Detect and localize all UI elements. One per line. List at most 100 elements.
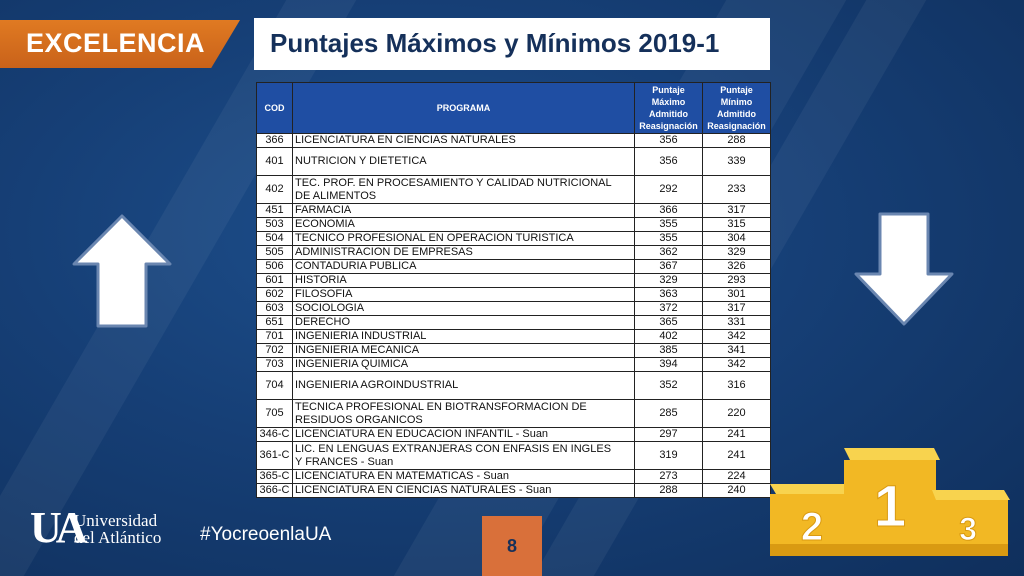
programa-line: LIC. EN LENGUAS EXTRANJERAS CON ENFASIS … <box>295 442 612 455</box>
programa-line: INGENIERIA AGROINDUSTRIAL <box>295 379 459 391</box>
cell-programa: TEC. PROF. EN PROCESAMIENTO Y CALIDAD NU… <box>292 175 635 204</box>
header-max-score: Puntaje Máximo Admitido Reasignación <box>634 82 703 134</box>
arrow-up-icon <box>72 214 172 328</box>
cell-programa: TECNICO PROFESIONAL EN OPERACION TURISTI… <box>292 231 635 246</box>
programa-line: LICENCIATURA EN EDUCACION INFANTIL - Sua… <box>295 428 549 440</box>
cell-min-score: 317 <box>702 203 771 218</box>
cell-min-score: 304 <box>702 231 771 246</box>
cell-programa: LICENCIATURA EN CIENCIAS NATURALES <box>292 133 635 148</box>
programa-line: CONTADURIA PUBLICA <box>295 260 417 272</box>
cell-cod: 504 <box>256 231 293 246</box>
cell-max-score: 273 <box>634 469 703 484</box>
cell-cod: 365-C <box>256 469 293 484</box>
table-row: 503 ECONOMIA 355 315 <box>256 217 771 232</box>
cell-cod: 651 <box>256 315 293 330</box>
cell-cod: 402 <box>256 175 293 204</box>
cell-cod: 361-C <box>256 441 293 470</box>
programa-line: FILOSOFIA <box>295 288 353 300</box>
logo-text: Universidad del Atlántico <box>74 511 162 547</box>
table-row: 366-C LICENCIATURA EN CIENCIAS NATURALES … <box>256 483 771 498</box>
logo-mark: UA <box>30 503 88 552</box>
table-row: 366 LICENCIATURA EN CIENCIAS NATURALES 356… <box>256 133 771 148</box>
cell-cod: 603 <box>256 301 293 316</box>
programa-line: TECNICO PROFESIONAL EN OPERACION TURISTI… <box>295 232 574 244</box>
cell-programa: NUTRICION Y DIETETICA <box>292 147 635 176</box>
cell-min-score: 301 <box>702 287 771 302</box>
cell-max-score: 362 <box>634 245 703 260</box>
programa-line: TECNICA PROFESIONAL EN BIOTRANSFORMACION… <box>295 400 587 413</box>
programa-line: TEC. PROF. EN PROCESAMIENTO Y CALIDAD NU… <box>295 176 612 189</box>
cell-programa: FARMACIA <box>292 203 635 218</box>
cell-programa: INGENIERIA INDUSTRIAL <box>292 329 635 344</box>
programa-line: INGENIERIA MECANICA <box>295 344 420 356</box>
cell-min-score: 317 <box>702 301 771 316</box>
cell-max-score: 329 <box>634 273 703 288</box>
podium-icon: 1 2 3 <box>770 448 1010 556</box>
section-badge: EXCELENCIA <box>0 20 240 68</box>
cell-min-score: 315 <box>702 217 771 232</box>
cell-programa: LICENCIATURA EN EDUCACION INFANTIL - Sua… <box>292 427 635 442</box>
cell-programa: INGENIERIA QUIMICA <box>292 357 635 372</box>
hashtag-text: #YocreoenlaUA <box>200 524 332 545</box>
page-number: 8 <box>482 516 542 576</box>
table-row: 603 SOCIOLOGIA 372 317 <box>256 301 771 316</box>
programa-line: ECONOMIA <box>295 218 355 230</box>
cell-min-score: 326 <box>702 259 771 274</box>
cell-max-score: 355 <box>634 217 703 232</box>
table-row: 506 CONTADURIA PUBLICA 367 326 <box>256 259 771 274</box>
cell-programa: INGENIERIA MECANICA <box>292 343 635 358</box>
table-row: 601 HISTORIA 329 293 <box>256 273 771 288</box>
cell-cod: 703 <box>256 357 293 372</box>
programa-line: Y FRANCES - Suan <box>295 455 394 468</box>
table-row: 504 TECNICO PROFESIONAL EN OPERACION TURI… <box>256 231 771 246</box>
cell-min-score: 339 <box>702 147 771 176</box>
table-row: 401 NUTRICION Y DIETETICA 356 339 <box>256 147 771 176</box>
cell-programa: FILOSOFIA <box>292 287 635 302</box>
cell-programa: LICENCIATURA EN MATEMATICAS - Suan <box>292 469 635 484</box>
cell-max-score: 319 <box>634 441 703 470</box>
cell-cod: 366-C <box>256 483 293 498</box>
cell-max-score: 372 <box>634 301 703 316</box>
cell-max-score: 288 <box>634 483 703 498</box>
programa-line: LICENCIATURA EN CIENCIAS NATURALES - Sua… <box>295 484 552 496</box>
table-row: 346-C LICENCIATURA EN EDUCACION INFANTIL … <box>256 427 771 442</box>
table-row: 361-C LIC. EN LENGUAS EXTRANJERAS CON ENF… <box>256 441 771 470</box>
table-header-row: COD PROGRAMA Puntaje Máximo Admitido Rea… <box>256 82 771 134</box>
cell-max-score: 363 <box>634 287 703 302</box>
cell-cod: 505 <box>256 245 293 260</box>
cell-programa: HISTORIA <box>292 273 635 288</box>
programa-line: ADMINISTRACION DE EMPRESAS <box>295 246 473 258</box>
cell-programa: ADMINISTRACION DE EMPRESAS <box>292 245 635 260</box>
slide-title-box: Puntajes Máximos y Mínimos 2019-1 <box>254 18 770 70</box>
programa-line: HISTORIA <box>295 274 347 286</box>
podium-second-label: 2 <box>801 505 823 549</box>
arrow-down-icon <box>854 212 954 326</box>
cell-max-score: 297 <box>634 427 703 442</box>
programa-line: DERECHO <box>295 316 351 328</box>
cell-programa: LICENCIATURA EN CIENCIAS NATURALES - Sua… <box>292 483 635 498</box>
table-row: 703 INGENIERIA QUIMICA 394 342 <box>256 357 771 372</box>
programa-line: DE ALIMENTOS <box>295 189 377 202</box>
cell-max-score: 366 <box>634 203 703 218</box>
header-programa: PROGRAMA <box>292 82 635 134</box>
cell-min-score: 241 <box>702 441 771 470</box>
programa-line: LICENCIATURA EN CIENCIAS NATURALES <box>295 134 516 146</box>
programa-line: NUTRICION Y DIETETICA <box>295 155 427 167</box>
cell-cod: 701 <box>256 329 293 344</box>
cell-min-score: 329 <box>702 245 771 260</box>
cell-programa: SOCIOLOGIA <box>292 301 635 316</box>
cell-cod: 366 <box>256 133 293 148</box>
cell-max-score: 356 <box>634 133 703 148</box>
table-body: 366 LICENCIATURA EN CIENCIAS NATURALES 356… <box>256 133 771 498</box>
cell-max-score: 367 <box>634 259 703 274</box>
cell-min-score: 342 <box>702 357 771 372</box>
cell-max-score: 356 <box>634 147 703 176</box>
table-row: 365-C LICENCIATURA EN MATEMATICAS - Suan 2… <box>256 469 771 484</box>
podium-third-label: 3 <box>959 511 977 547</box>
slide-title: Puntajes Máximos y Mínimos 2019-1 <box>270 28 720 58</box>
header-min-score: Puntaje Mínimo Admitido Reasignación <box>702 82 771 134</box>
cell-cod: 401 <box>256 147 293 176</box>
table-row: 651 DERECHO 365 331 <box>256 315 771 330</box>
cell-cod: 705 <box>256 399 293 428</box>
table-row: 505 ADMINISTRACION DE EMPRESAS 362 329 <box>256 245 771 260</box>
